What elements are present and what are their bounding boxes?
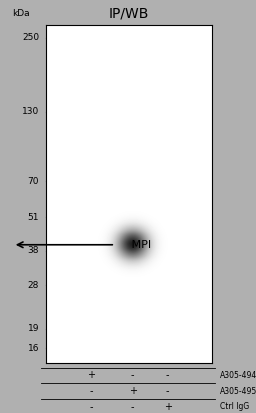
Text: 70: 70 [28,177,39,186]
Text: A305-495A: A305-495A [220,387,256,396]
Text: 51: 51 [28,213,39,222]
Text: +: + [87,370,95,380]
Text: -: - [131,370,134,380]
Text: kDa: kDa [12,9,29,18]
Text: +: + [129,386,137,396]
Text: 130: 130 [22,107,39,116]
Text: A305-494A: A305-494A [220,371,256,380]
Title: IP/WB: IP/WB [109,7,150,21]
Text: Ctrl IgG: Ctrl IgG [220,402,249,411]
Text: -: - [166,386,169,396]
Text: -: - [131,402,134,412]
Text: 38: 38 [28,246,39,255]
Text: -: - [166,370,169,380]
Text: MPI: MPI [128,240,151,250]
Text: 250: 250 [22,33,39,42]
Text: 16: 16 [28,344,39,353]
Text: +: + [164,402,172,412]
Text: -: - [89,402,93,412]
Text: 28: 28 [28,280,39,290]
Text: -: - [89,386,93,396]
Text: 19: 19 [28,325,39,333]
